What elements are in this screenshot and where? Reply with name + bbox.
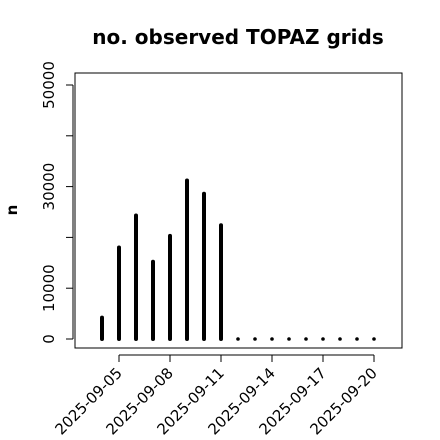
y-tick-label: 30000 [40,163,58,211]
bar-2025-09-20 [372,337,376,341]
x-axis: 2025-09-052025-09-082025-09-112025-09-14… [51,354,381,438]
chart-title: no. observed TOPAZ grids [92,25,383,49]
y-tick-label: 50000 [40,61,58,109]
bar-2025-09-19 [355,337,359,341]
bar-2025-09-16 [304,337,308,341]
bar-2025-09-13 [253,337,257,341]
bar-2025-09-12 [236,337,240,341]
bar-2025-09-18 [338,337,342,341]
bar-2025-09-17 [321,337,325,341]
y-axis-label: n [3,205,21,216]
y-tick-label: 0 [40,334,58,344]
y-axis: 0 10000 30000 50000 [40,61,74,344]
bars [100,178,376,341]
bar-2025-09-14 [270,337,274,341]
y-tick-label: 10000 [40,264,58,312]
bar-2025-09-15 [287,337,291,341]
plot-frame [74,72,403,349]
